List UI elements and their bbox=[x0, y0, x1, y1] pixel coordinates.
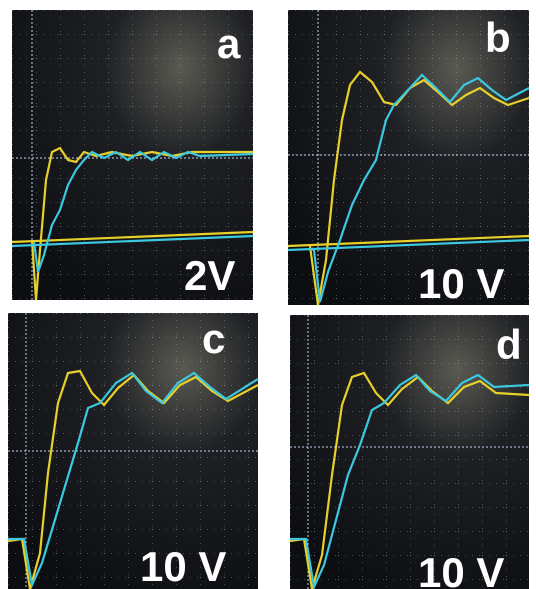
panel-scale: 2V bbox=[184, 252, 235, 299]
panel-scale: 10 V bbox=[418, 260, 504, 307]
panel-b: b 10 V bbox=[287, 10, 530, 307]
panel-a: a 2V bbox=[11, 10, 254, 301]
panel-label: d bbox=[496, 321, 522, 368]
panel-label: a bbox=[217, 20, 241, 67]
panel-label: b bbox=[485, 14, 511, 61]
panel-label: c bbox=[202, 315, 225, 362]
panel-d: d 10 V bbox=[289, 315, 530, 589]
panel-scale: 10 V bbox=[140, 543, 226, 589]
panel-c: c 10 V bbox=[7, 313, 259, 589]
panel-scale: 10 V bbox=[418, 549, 504, 589]
